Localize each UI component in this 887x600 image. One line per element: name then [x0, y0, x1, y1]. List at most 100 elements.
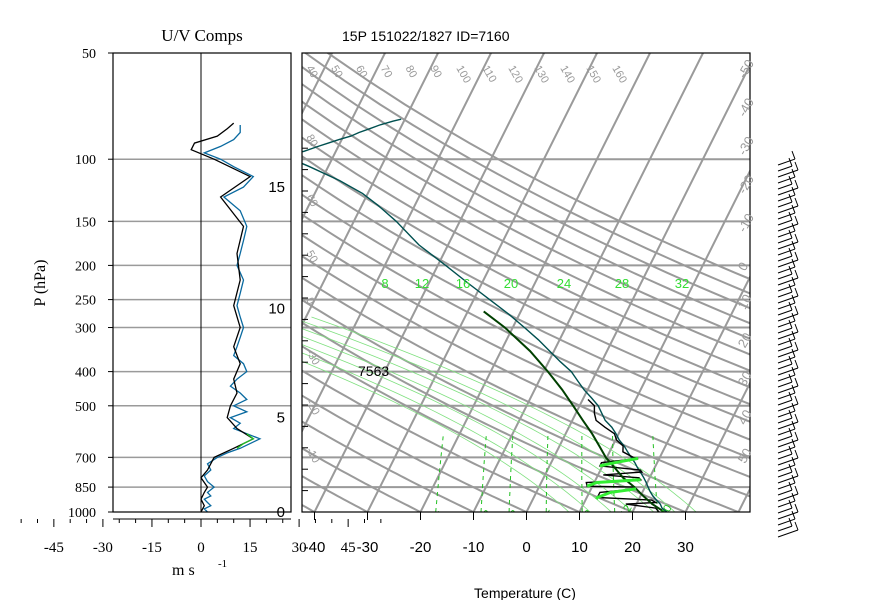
moist-adiabat-label: 24 [557, 276, 571, 291]
dry-adiabat [302, 213, 750, 441]
wind-barb-shaft [777, 374, 796, 382]
dry-adiabat [302, 503, 317, 512]
mixing-ratio-line [652, 433, 658, 512]
right-edge-label: 40 [735, 407, 755, 427]
moist-adiabat-label: 12 [415, 276, 429, 291]
uv-panel-frame [112, 52, 292, 513]
uv-x-tick-label: 45 [341, 540, 356, 556]
right-edge-label: 10 [735, 292, 755, 312]
dry-adiabat-label: 90 [427, 64, 444, 81]
wind-barb-shaft [777, 259, 799, 268]
wind-barb-flag [794, 179, 799, 189]
wind-barb-flag [788, 517, 793, 527]
wind-barb-flag [791, 240, 796, 250]
wind-barb-flag [788, 463, 793, 473]
right-edge-label: -40 [735, 95, 757, 119]
isotherm-label: 60 [303, 193, 320, 210]
wind-barb-shaft [777, 399, 793, 406]
mixing-ratio-label: 2 [481, 508, 494, 519]
wind-barb-shaft [777, 356, 796, 364]
mixing-ratio-line [508, 433, 514, 512]
wind-barb-shaft [777, 248, 796, 256]
moist-adiabat-label: 20 [504, 276, 518, 291]
uv-series [190, 122, 262, 512]
dry-adiabat [302, 100, 750, 340]
wind-barb-flag [788, 283, 793, 293]
uv-units-label: m s -1 [172, 558, 227, 579]
mixing-ratio-line [435, 433, 444, 512]
isotherm [302, 53, 333, 116]
wind-barb-shaft [777, 363, 793, 370]
wind-barb-shaft [777, 327, 793, 334]
isotherm [313, 53, 545, 512]
uv-pressure-gridlines [113, 158, 291, 488]
dry-adiabat-label: 160 [609, 64, 629, 86]
wind-barb-flag [788, 445, 793, 455]
wind-barb-flag [794, 269, 799, 279]
dry-adiabats [302, 53, 750, 512]
temperature-tick-label: 30 [677, 539, 694, 556]
wind-barb-flag [791, 312, 796, 322]
wind-barb-shaft [777, 511, 799, 520]
pressure-tick-label: 700 [75, 451, 96, 466]
wind-barb-shaft [777, 525, 793, 532]
wind-barbs [777, 150, 799, 538]
dry-adiabat [302, 118, 750, 356]
wind-barb-flag [791, 294, 796, 304]
isotherm [578, 168, 750, 512]
dry-adiabat-label: 130 [531, 64, 551, 86]
uv-x-axis: -45 -30 -15 0 15 30 45 [20, 518, 382, 556]
wind-barb-flag [794, 395, 799, 405]
wind-barb-shaft [777, 302, 796, 310]
wind-barb-flag [791, 420, 796, 430]
wind-barb-shaft [777, 507, 793, 514]
wind-barb-flag [794, 521, 799, 531]
pressure-tick-label: 850 [75, 481, 96, 496]
dry-adiabat [302, 447, 423, 512]
moist-adiabat [302, 360, 570, 512]
dry-adiabat-label: 60 [353, 64, 370, 81]
right-edge-label: -30 [735, 134, 757, 158]
wind-barb-flag [791, 222, 796, 232]
isotherm-label: -30 [303, 348, 321, 368]
temperature-tick-label: 0 [522, 539, 530, 556]
isotherm-label: -10 [303, 446, 321, 466]
dry-adiabat-label: 110 [479, 64, 498, 85]
isotherm [737, 486, 750, 512]
pressure-tick-label: 100 [75, 153, 96, 168]
wind-barb-flag [788, 247, 793, 257]
uv-panel-title: U/V Comps [161, 26, 242, 45]
wind-barb-flag [794, 377, 799, 387]
isotherms [302, 53, 887, 512]
pressure-axis: 50 100 150 200 250 300 400 500 700 850 1000 [68, 47, 113, 521]
wind-barb-shaft [777, 439, 799, 448]
dry-adiabat [302, 254, 750, 478]
mixing-ratio-line [545, 433, 549, 512]
wind-barb-flag [791, 150, 796, 160]
wind-barb-shaft [777, 410, 796, 418]
moist-layer-line [586, 478, 641, 488]
uv-line [236, 433, 255, 449]
wind-barb-shaft [777, 237, 793, 244]
isotherm [631, 274, 750, 512]
right-edge-label: 0 [735, 259, 752, 273]
moist-adiabat [302, 328, 654, 512]
wind-barb-shaft [777, 475, 799, 484]
uv-x-tick-label: 0 [197, 540, 205, 556]
mixing-ratio-line [612, 433, 616, 512]
isotherm [302, 53, 386, 222]
wind-barb-flag [794, 305, 799, 315]
wind-barb-shaft [777, 230, 796, 238]
dry-adiabat-label: 70 [378, 64, 395, 81]
wind-barb-flag [788, 301, 793, 311]
isotherm [792, 53, 887, 512]
wind-barb-shaft [777, 158, 796, 166]
wind-barb-flag [794, 287, 799, 297]
pressure-axis-title: P (hPa) [32, 260, 49, 307]
wind-barb-shaft [777, 493, 799, 502]
wind-barb-shaft [777, 385, 799, 394]
pressure-tick-label: 250 [75, 294, 96, 309]
wind-barb-shaft [777, 205, 799, 214]
wind-barb-flag [791, 258, 796, 268]
